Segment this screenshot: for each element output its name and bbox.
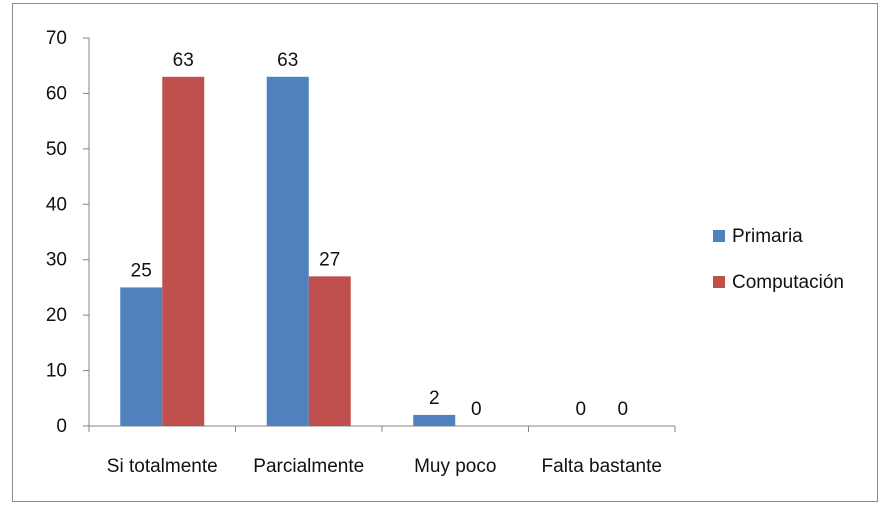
data-label: 0 [575,399,586,420]
y-tick-label: 40 [46,194,67,215]
category-label: Si totalmente [107,456,218,477]
category-label: Parcialmente [253,456,364,477]
legend-label: Computación [732,272,844,293]
y-tick-label: 50 [46,139,67,160]
category-labels: Si totalmente Parcialmente Muy poco Falta b… [107,456,662,477]
bar [413,414,456,426]
y-tick-label: 0 [56,416,67,437]
category-label: Muy poco [414,456,496,477]
bar [308,276,351,426]
bar [120,287,163,426]
bar [162,76,205,427]
data-label: 25 [131,260,152,281]
data-labels: 25 63 63 27 2 0 0 0 [131,50,628,420]
category-label: Falta bastante [542,456,662,477]
legend-swatch [713,276,725,288]
data-label: 27 [319,249,340,270]
bars [120,76,456,427]
y-tick-label: 10 [46,361,67,382]
bar [266,76,309,427]
y-tick-label: 70 [46,28,67,49]
y-tick-label: 20 [46,305,67,326]
legend-label: Primaria [732,226,803,247]
legend-swatch [713,230,725,242]
data-label: 63 [277,50,298,71]
data-label: 0 [617,399,628,420]
legend: Primaria Computación [713,226,844,293]
data-label: 0 [471,399,482,420]
data-label: 2 [429,388,440,409]
y-tick-label: 30 [46,250,67,271]
data-label: 63 [173,50,194,71]
y-tick-label: 60 [46,83,67,104]
